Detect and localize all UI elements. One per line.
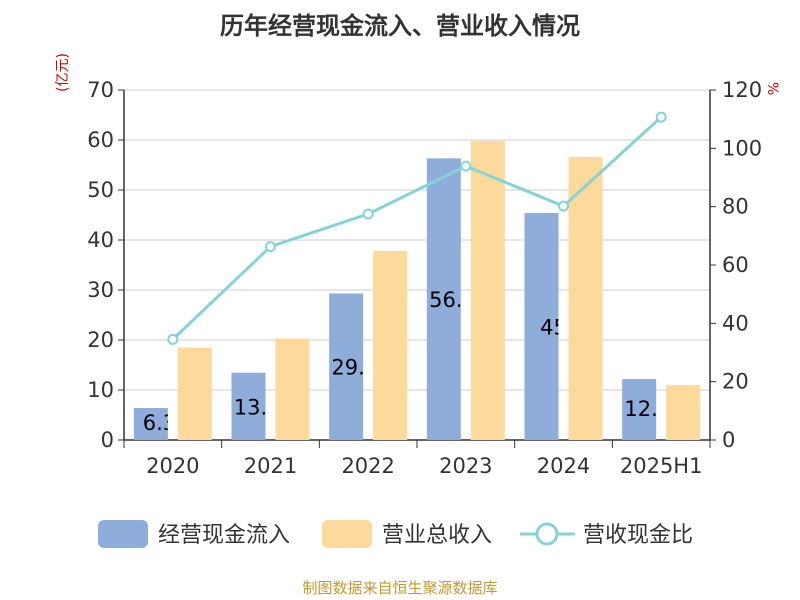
revenue-bar <box>177 347 212 440</box>
x-tick-label: 2022 <box>341 454 394 478</box>
right-tick-label: 80 <box>722 195 749 219</box>
legend-label-ratio: 营收现金比 <box>583 523 693 548</box>
x-tick-label: 2024 <box>537 454 590 478</box>
cash-inflow-data-label: 56.335 <box>429 288 502 312</box>
cash-inflow-bar <box>426 158 461 440</box>
ratio-point <box>460 160 472 172</box>
cash-inflow-data-label: 29.301 <box>331 356 404 380</box>
left-tick-label: 30 <box>87 278 114 302</box>
x-tick-label: 2025H1 <box>620 454 703 478</box>
right-tick-label: 60 <box>722 253 749 277</box>
legend-swatch-ratio-marker <box>535 522 559 546</box>
legend-label-revenue: 营业总收入 <box>382 523 492 548</box>
revenue-bar <box>666 385 701 440</box>
x-tick-label: 2021 <box>244 454 297 478</box>
ratio-point <box>265 241 276 253</box>
revenue-bar <box>275 338 310 440</box>
right-tick-label: 40 <box>722 311 749 335</box>
legend-swatch-cash <box>98 520 148 548</box>
cash-inflow-data-label: 13.462 <box>234 395 307 419</box>
right-tick-label: 120 <box>722 78 762 102</box>
ratio-line <box>171 116 663 341</box>
revenue-bar <box>568 157 603 440</box>
left-tick-label: 0 <box>101 428 114 452</box>
left-tick-label: 70 <box>87 78 114 102</box>
left-tick-label: 10 <box>87 378 114 402</box>
cash-inflow-data-label: 45.4 <box>540 316 587 340</box>
ratio-point <box>558 200 569 212</box>
cash-inflow-bar <box>231 372 266 440</box>
revenue-bar <box>470 141 505 440</box>
cash-inflow-bar <box>133 408 168 440</box>
right-tick-label: 100 <box>722 136 762 160</box>
ratio-point <box>362 208 374 220</box>
chart-title: 历年经营现金流入、营业收入情况 <box>220 12 580 40</box>
x-tick-label: 2023 <box>439 454 492 478</box>
right-tick-label: 0 <box>722 428 735 452</box>
left-tick-label: 20 <box>87 328 114 352</box>
ratio-point <box>655 111 667 123</box>
cash-inflow-bar <box>524 213 559 440</box>
ratio-point <box>167 333 179 345</box>
legend-swatch-revenue <box>322 520 372 548</box>
left-tick-label: 40 <box>87 228 114 252</box>
x-tick-label: 2020 <box>146 454 199 478</box>
right-tick-label: 20 <box>722 370 749 394</box>
left-tick-label: 50 <box>87 178 114 202</box>
legend-label-cash: 经营现金流入 <box>158 523 290 548</box>
cash-inflow-bar <box>329 293 364 440</box>
source-note: 制图数据来自恒生聚源数据库 <box>302 579 498 597</box>
left-tick-label: 60 <box>87 128 114 152</box>
cash-inflow-data-label: 6.391 <box>143 411 203 435</box>
cash-inflow-data-label: 12.177 <box>624 397 697 421</box>
revenue-bar <box>373 251 408 440</box>
cash-inflow-bar <box>622 379 657 440</box>
